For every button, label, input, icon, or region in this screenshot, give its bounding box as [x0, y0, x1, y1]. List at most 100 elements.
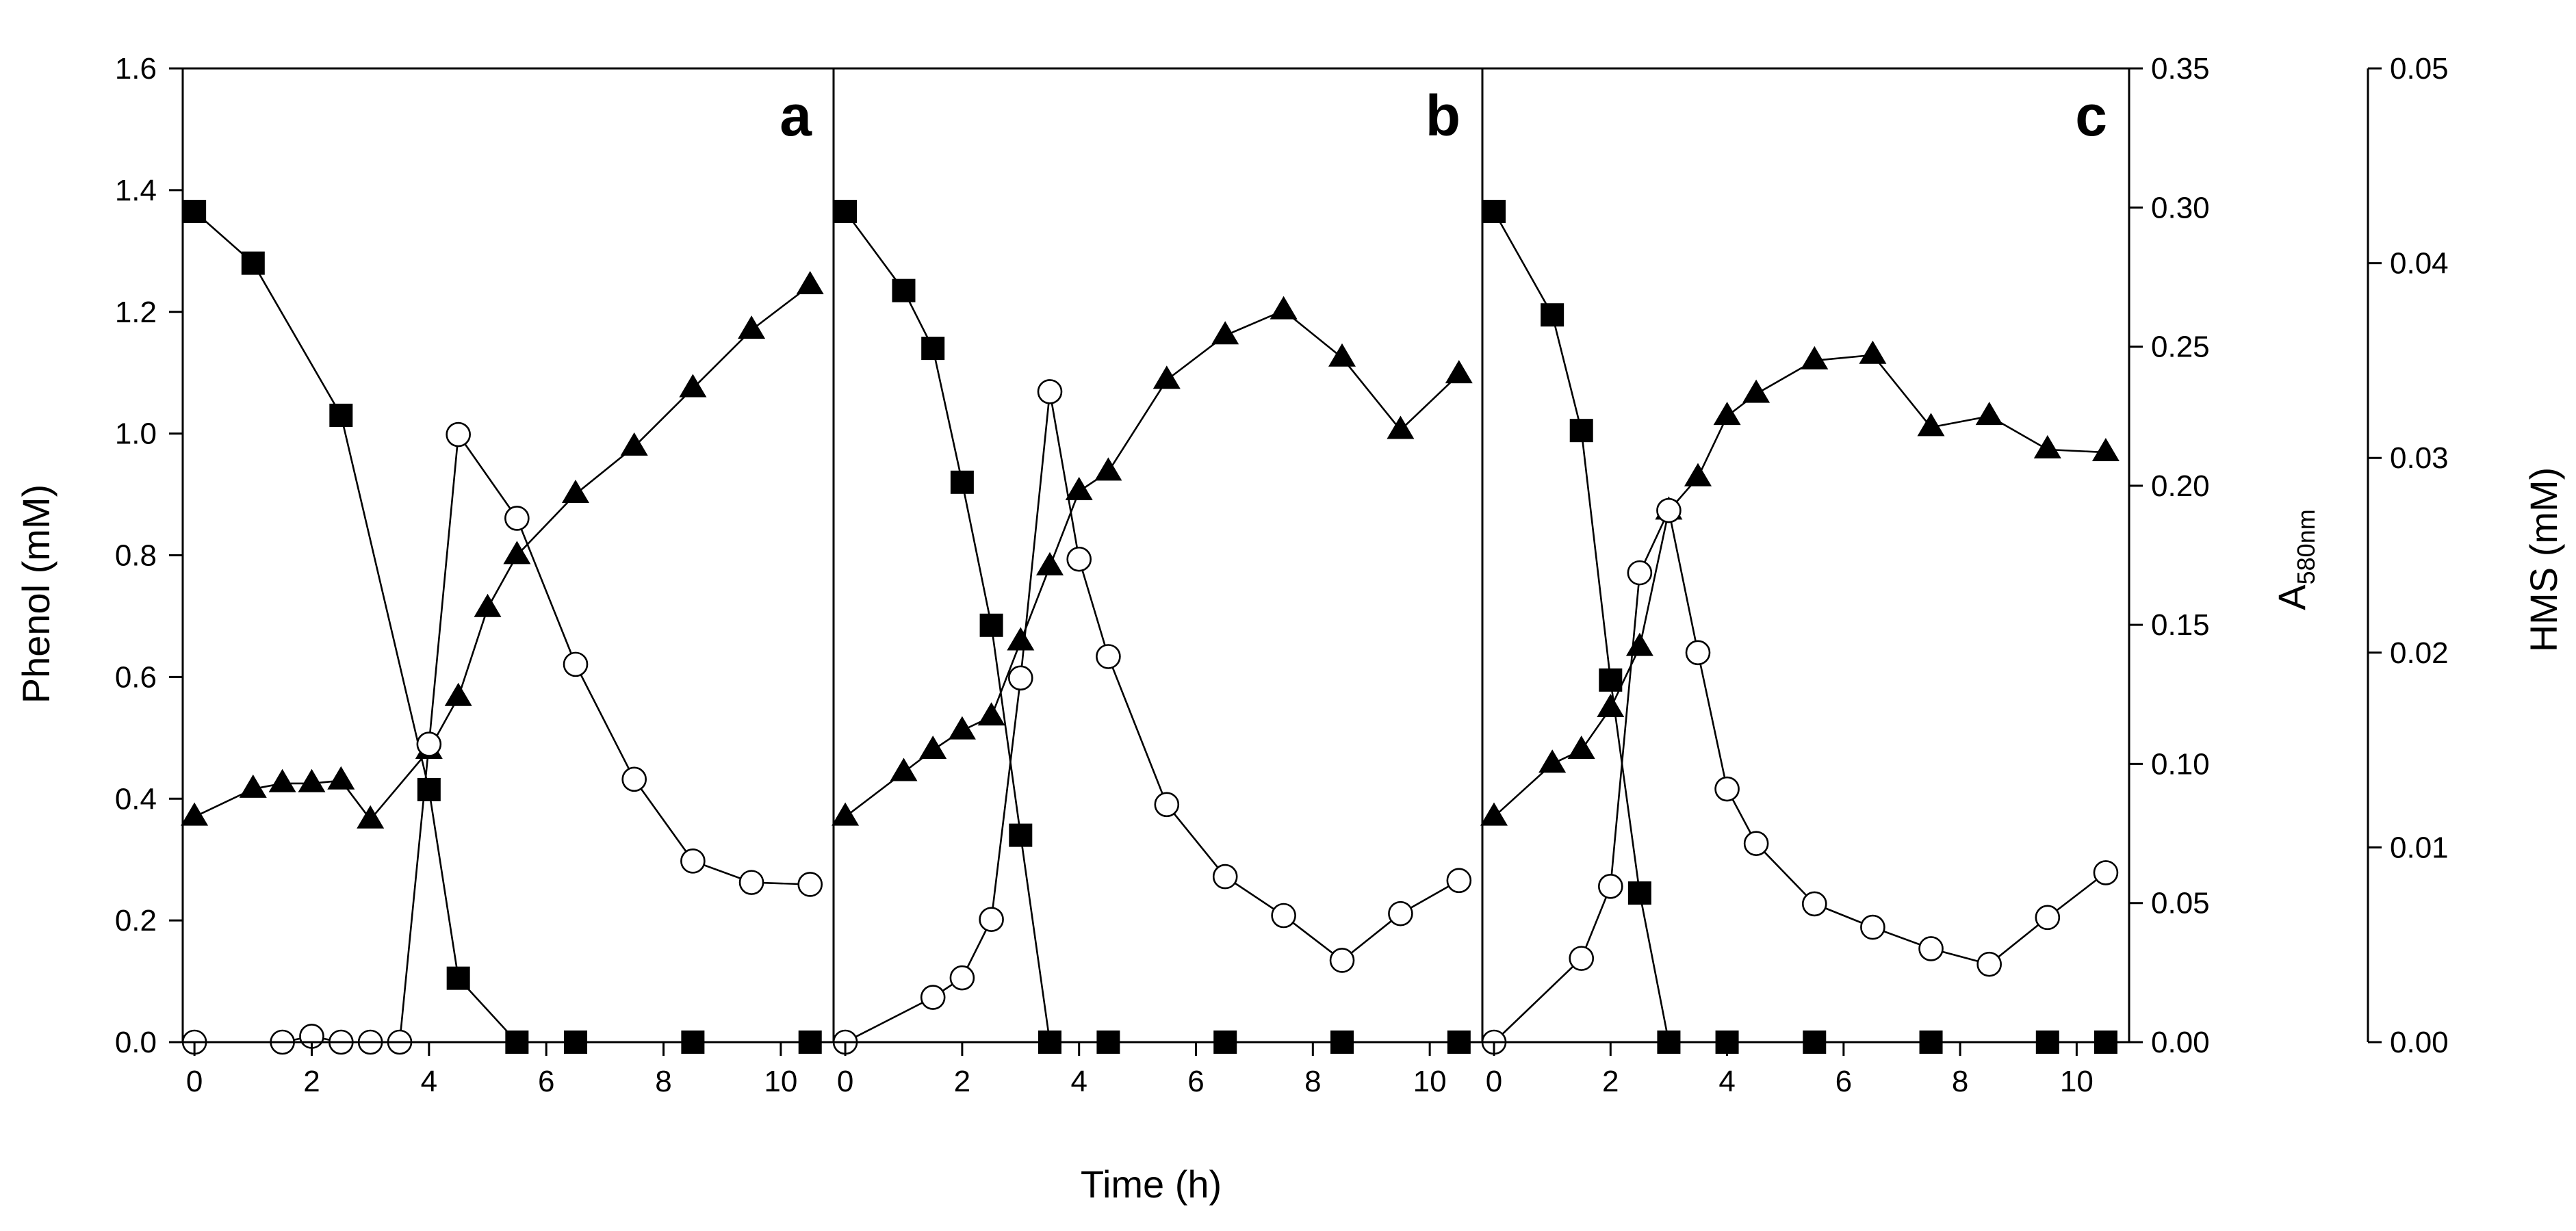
- point-a580nm-b-14: [1445, 360, 1473, 384]
- point-phenol-c-0: [1482, 200, 1506, 224]
- point-a580nm-c-3: [1597, 694, 1625, 717]
- x-tick-label-c-4: 4: [1718, 1065, 1735, 1098]
- point-phenol-a-3: [417, 777, 441, 801]
- left-tick-label-4: 0.8: [115, 539, 157, 573]
- x-tick-label-a-6: 6: [538, 1065, 554, 1098]
- point-hms-a-11: [680, 848, 706, 874]
- point-a580nm-a-7: [444, 682, 472, 706]
- x-tick-label-b-0: 0: [837, 1065, 853, 1098]
- right1-tick-label-5: 0.25: [2151, 331, 2210, 364]
- left-tick-label-5: 1.0: [115, 417, 157, 451]
- point-phenol-c-2: [1569, 419, 1593, 443]
- point-a580nm-a-8: [474, 593, 502, 617]
- left-tick-label-1: 0.2: [115, 904, 157, 937]
- point-a580nm-b-11: [1270, 296, 1298, 320]
- right2-tick-label-0: 0.00: [2390, 1026, 2449, 1059]
- x-axis-title: Time (h): [1081, 1163, 1222, 1206]
- point-a580nm-a-12: [679, 374, 707, 398]
- point-hms-c-12: [2035, 905, 2061, 931]
- left-tick-label-6: 1.2: [115, 296, 157, 329]
- point-a580nm-c-6: [1684, 463, 1712, 487]
- point-hms-c-3: [1627, 560, 1653, 586]
- point-a580nm-b-8: [1094, 457, 1122, 481]
- point-a580nm-a-3: [298, 768, 326, 792]
- right1-tick-label-6: 0.30: [2151, 191, 2210, 224]
- point-a580nm-a-0: [181, 802, 209, 826]
- point-a580nm-a-4: [327, 766, 355, 790]
- point-hms-a-6: [416, 731, 442, 757]
- right1-tick-label-3: 0.15: [2151, 608, 2210, 642]
- point-hms-b-13: [1446, 868, 1472, 894]
- left-tick-label-8: 1.6: [115, 52, 157, 86]
- left-tick-label-7: 1.4: [115, 174, 157, 207]
- point-a580nm-a-11: [620, 432, 648, 456]
- point-phenol-b-0: [834, 200, 858, 224]
- point-a580nm-c-13: [2033, 435, 2061, 458]
- panels-layer: [181, 200, 2120, 1055]
- point-hms-b-5: [1037, 379, 1063, 404]
- point-hms-b-12: [1388, 900, 1413, 927]
- point-a580nm-b-9: [1152, 365, 1181, 389]
- point-phenol-b-4: [979, 613, 1003, 637]
- point-hms-b-6: [1066, 546, 1092, 572]
- point-a580nm-c-9: [1801, 346, 1829, 370]
- point-hms-c-2: [1597, 874, 1623, 899]
- right1-tick-label-1: 0.05: [2151, 887, 2210, 920]
- left-tick-label-2: 0.4: [115, 782, 157, 816]
- point-hms-a-9: [563, 651, 589, 677]
- x-tick-label-b-2: 2: [954, 1065, 970, 1098]
- point-phenol-a-2: [329, 403, 353, 427]
- point-hms-a-7: [446, 422, 471, 448]
- point-a580nm-a-9: [503, 541, 531, 565]
- point-hms-a-12: [738, 870, 764, 895]
- point-a580nm-b-5: [1007, 627, 1035, 651]
- point-hms-b-4: [1007, 665, 1033, 691]
- point-a580nm-b-12: [1328, 343, 1356, 367]
- point-a580nm-c-4: [1625, 632, 1653, 656]
- x-tick-label-a-2: 2: [303, 1065, 320, 1098]
- left-tick-label-0: 0.0: [115, 1026, 157, 1059]
- point-a580nm-b-4: [977, 702, 1005, 726]
- right2-tick-label-4: 0.04: [2390, 247, 2449, 281]
- point-hms-b-3: [979, 907, 1004, 933]
- y-axis-title-right1-main: A: [2270, 584, 2313, 610]
- point-a580nm-c-0: [1480, 802, 1508, 826]
- point-hms-c-5: [1685, 640, 1711, 666]
- x-tick-label-b-10: 10: [1413, 1065, 1447, 1098]
- point-hms-c-13: [2093, 860, 2119, 885]
- point-a580nm-c-12: [1975, 402, 2003, 426]
- point-hms-c-9: [1860, 914, 1885, 940]
- series-line-a580nm-b: [845, 309, 1460, 818]
- point-phenol-c-4: [1627, 881, 1651, 905]
- y-axis-title-right1: A580nm: [2270, 509, 2320, 610]
- point-hms-c-8: [1801, 891, 1827, 917]
- point-a580nm-c-10: [1859, 340, 1887, 364]
- point-phenol-a-1: [241, 251, 265, 275]
- point-a580nm-b-13: [1387, 415, 1415, 439]
- point-phenol-b-3: [950, 470, 974, 494]
- point-hms-b-10: [1271, 903, 1296, 929]
- point-a580nm-c-11: [1917, 413, 1945, 437]
- series-line-hms-a: [194, 432, 810, 1044]
- x-tick-label-b-8: 8: [1304, 1065, 1321, 1098]
- x-tick-label-c-6: 6: [1836, 1065, 1852, 1098]
- series-line-phenol-b: [845, 211, 1459, 1044]
- point-hms-c-4: [1656, 497, 1682, 523]
- right1-tick-label-7: 0.35: [2151, 52, 2210, 86]
- point-a580nm-b-6: [1036, 552, 1064, 575]
- point-a580nm-c-2: [1567, 736, 1595, 759]
- point-a580nm-a-14: [796, 271, 824, 294]
- panel-b: [832, 200, 1473, 1055]
- right2-tick-label-1: 0.01: [2390, 831, 2449, 864]
- point-a580nm-b-1: [890, 757, 918, 781]
- point-hms-b-11: [1329, 948, 1355, 973]
- x-tick-label-c-2: 2: [1602, 1065, 1619, 1098]
- panel-c: [1480, 200, 2120, 1055]
- point-a580nm-a-2: [268, 768, 296, 792]
- point-hms-c-7: [1743, 831, 1769, 857]
- right1-tick-label-0: 0.00: [2151, 1026, 2210, 1059]
- series-line-hms-b: [845, 391, 1460, 1044]
- panel-a: [181, 200, 824, 1055]
- x-tick-label-c-0: 0: [1486, 1065, 1502, 1098]
- point-phenol-b-1: [892, 278, 916, 302]
